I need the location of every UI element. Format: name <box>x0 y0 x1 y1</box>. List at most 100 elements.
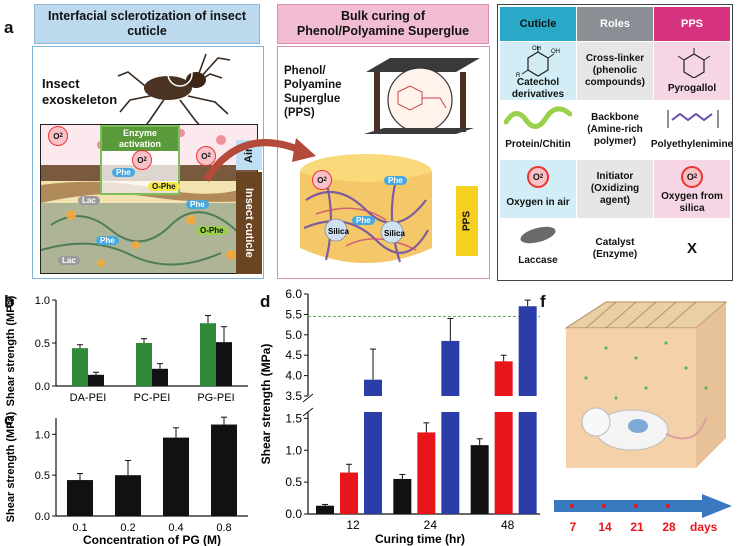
y-tick-label: 3.5 <box>285 389 302 403</box>
panel-label-f: f <box>540 292 546 311</box>
table-cell-role: Cross-linker (phenolic compounds) <box>585 53 645 88</box>
table-header-pps: PPS <box>654 7 730 41</box>
table-cell-pps: X <box>686 239 697 257</box>
y-tick-label: 0.0 <box>35 381 50 393</box>
table-cell-pps: Polyethylenimine <box>650 139 734 150</box>
catechol-structure: OH OH R <box>516 46 560 78</box>
pps-molecule-illustration <box>364 58 480 134</box>
table-row <box>577 219 653 278</box>
y-tick-label: 0.5 <box>35 470 50 482</box>
y-tick-label: 6.0 <box>285 287 302 301</box>
cuticle-section <box>40 124 258 274</box>
pps-bar-label: PPS <box>456 186 478 256</box>
y-tick-label: 1.0 <box>35 429 50 441</box>
bar <box>470 445 489 514</box>
pps-name-label: Phenol/ Polyamine Superglue (PPS) <box>284 65 342 119</box>
y-tick-label: 5.5 <box>285 307 302 321</box>
x-tick-label: 0.4 <box>168 522 183 534</box>
table-row <box>654 219 730 278</box>
x-tick-label: 24 <box>424 518 438 532</box>
x-tick-label: PC-PEI <box>134 392 171 404</box>
x-tick-label: DA-PEI <box>70 392 107 404</box>
table-row <box>577 42 653 100</box>
svg-text:OH: OH <box>551 49 560 55</box>
o-phe-molecule: O-Phe <box>148 182 180 191</box>
x-axis-label: Concentration of PG (M) <box>83 533 221 546</box>
chart-panel-b: 0.0 0.5 1.0 Shear strength (MPa) DA-PEI PC-PE… <box>5 295 248 406</box>
timeline-day: 7 <box>569 520 577 534</box>
silica-label: Silica <box>384 229 405 238</box>
axis-break-mark <box>302 407 314 417</box>
beetle-illustration <box>117 53 231 129</box>
y-axis-label: Shear strength (MPa) <box>259 344 273 465</box>
bar <box>211 424 237 516</box>
y-axis-label: Shear strength (MPa) <box>5 295 17 406</box>
protein-chain-icon <box>504 106 572 129</box>
timeline-unit: days <box>690 520 718 534</box>
bar <box>152 368 168 386</box>
bar <box>72 348 88 386</box>
y-tick-label: 0.5 <box>285 475 302 489</box>
timeline-day: 21 <box>630 520 644 534</box>
y-tick-label: 1.5 <box>285 411 302 425</box>
polyethylenimine-structure <box>667 110 719 128</box>
silica-label: Silica <box>328 227 349 236</box>
x-tick-label: 0.2 <box>120 522 135 534</box>
table-row <box>654 101 730 159</box>
table-cell-cuticle: Catechol derivatives <box>511 77 565 100</box>
y-tick-label: 1.0 <box>35 295 50 307</box>
middle-panel-header: Bulk curing of Phenol/Polyamine Superglu… <box>277 4 489 44</box>
pps-cylinder: Silica Silica <box>300 154 432 263</box>
bar <box>216 342 232 386</box>
svg-text:OH: OH <box>532 46 541 52</box>
bar <box>393 478 412 514</box>
bar <box>441 340 460 396</box>
x-axis-label: Curing time (hr) <box>375 532 465 546</box>
y-tick-label: 5.0 <box>285 328 302 342</box>
bar <box>364 379 382 396</box>
panel-label-b: b <box>4 292 15 311</box>
timeline-day: 14 <box>598 520 612 534</box>
table-cell-pps: Pyrogallol <box>667 83 717 94</box>
bar <box>200 323 216 386</box>
laccase-enzyme: Lac <box>78 196 100 205</box>
insect-exoskeleton-label: Insect exoskeleton <box>42 76 118 107</box>
bar <box>494 361 513 396</box>
table-row <box>654 42 730 100</box>
left-panel-header: Interfacial sclerotization of insect cut… <box>34 4 260 44</box>
table-cell-cuticle: Oxygen in air <box>506 197 570 208</box>
bar <box>163 437 189 516</box>
timeline-arrow <box>554 494 732 518</box>
timeline-day: 28 <box>662 520 676 534</box>
pyrogallol-structure <box>677 48 711 78</box>
x-tick-label: 0.8 <box>216 522 231 534</box>
bar <box>136 343 152 386</box>
y-tick-label: 4.0 <box>285 369 302 383</box>
bar <box>494 412 513 514</box>
bar <box>364 412 382 514</box>
x-tick-label: 48 <box>501 518 515 532</box>
y-tick-label: 0.0 <box>35 511 50 523</box>
x-tick-label: 12 <box>346 518 360 532</box>
table-row <box>577 101 653 159</box>
bar <box>417 432 436 514</box>
mouse-implant-illustration <box>564 301 728 468</box>
table-cell-pps: Oxygen from silica <box>661 191 723 214</box>
table-header-cuticle: Cuticle <box>500 7 576 41</box>
table-cell-role: Initiator (Oxidizing agent) <box>590 171 640 206</box>
x-tick-label: PG-PEI <box>197 392 234 404</box>
y-tick-label: 0.0 <box>285 507 302 521</box>
chart-panel-d: 3.5 4.0 4.5 5.0 5.5 6.0 0.0 0.5 1.0 1.5 Shear stre… <box>259 287 540 546</box>
panel-label-c: c <box>4 410 14 429</box>
enzyme-activation-label: Enzyme activation <box>102 127 178 151</box>
table-row <box>577 160 653 218</box>
bar <box>316 505 334 514</box>
table-cell-role: Backbone (Amine-rich polymer) <box>587 112 643 147</box>
bar <box>518 306 537 396</box>
